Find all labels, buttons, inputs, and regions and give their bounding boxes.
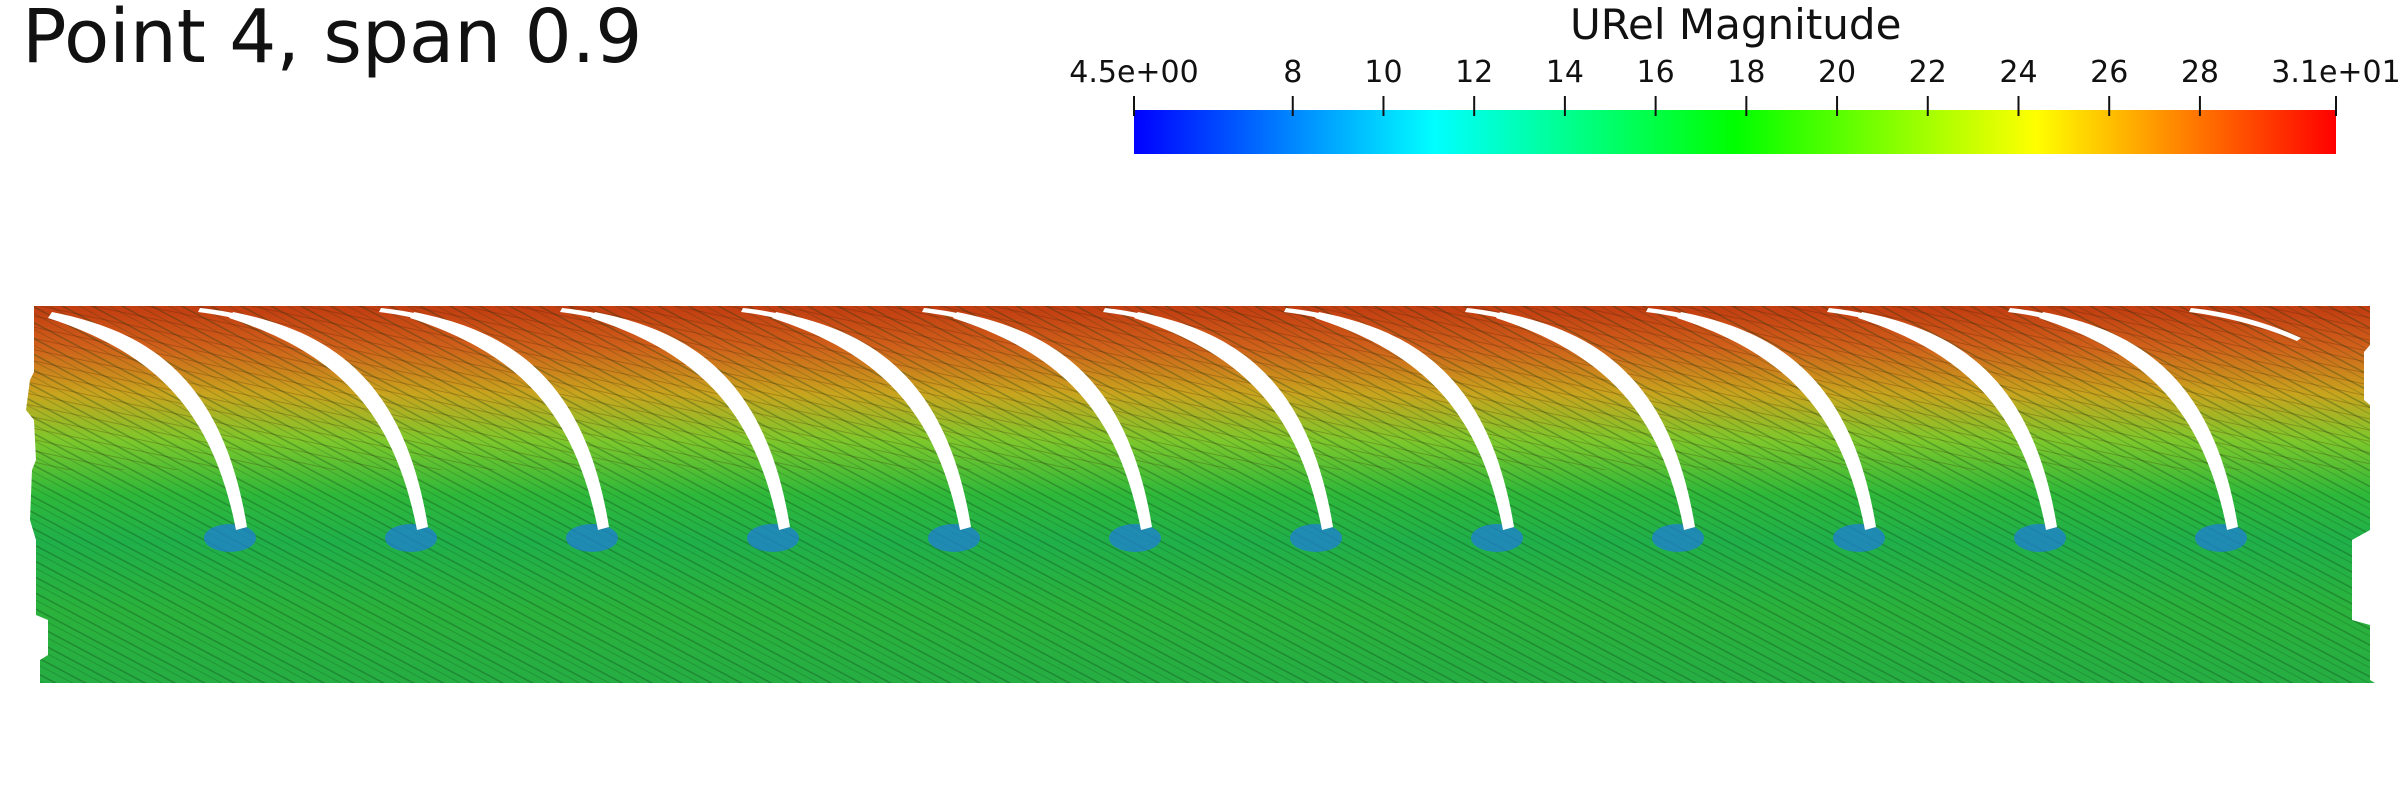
blade-gap xyxy=(1496,312,1695,530)
leading-edge-low-speed-zones xyxy=(204,524,2247,552)
leading-edge-zone xyxy=(747,524,799,552)
blade-tip-slit xyxy=(1465,308,1577,341)
colorbar-tick-label: 8 xyxy=(1283,55,1302,90)
blade-gap xyxy=(591,312,790,530)
blade-tip-slit xyxy=(741,308,853,341)
colorbar-ticks: 4.5e+00 8 10 12 14 16 18 20 22 24 26 28 3.1e+01 xyxy=(1069,55,2400,116)
colorbar-tick-label: 26 xyxy=(2090,55,2128,90)
leading-edge-zone xyxy=(385,524,437,552)
blade-tip-slit xyxy=(922,308,1034,341)
colorbar-tick-label: 3.1e+01 xyxy=(2271,55,2400,90)
blade-tip-slit xyxy=(2008,308,2120,341)
colorbar-tick-label: 28 xyxy=(2181,55,2219,90)
blade-tip-slit xyxy=(2189,308,2301,341)
colorbar-tick-label: 4.5e+00 xyxy=(1069,55,1198,90)
blade-gap xyxy=(1315,312,1514,530)
blade-gap xyxy=(1858,312,2057,530)
colorbar-tick-label: 12 xyxy=(1455,55,1493,90)
blade-gap xyxy=(953,312,1152,530)
blade-gap xyxy=(772,312,971,530)
colorbar-tick-label: 10 xyxy=(1364,55,1402,90)
colorbar: 4.5e+00 8 10 12 14 16 18 20 22 24 26 28 3.1e+01 xyxy=(1069,55,2400,154)
blade-gap xyxy=(2039,312,2238,530)
blade-tip-slit xyxy=(560,308,672,341)
colorbar-tick-label: 16 xyxy=(1637,55,1675,90)
blade-gaps xyxy=(48,308,2301,530)
colorbar-tick-label: 20 xyxy=(1818,55,1856,90)
leading-edge-zone xyxy=(2014,524,2066,552)
blade-gap xyxy=(229,312,428,530)
leading-edge-zone xyxy=(1833,524,1885,552)
leading-edge-zone xyxy=(1471,524,1523,552)
colorbar-tick-label: 14 xyxy=(1546,55,1584,90)
colorbar-tick-label: 22 xyxy=(1909,55,1947,90)
leading-edge-zone xyxy=(204,524,256,552)
leading-edge-zone xyxy=(1290,524,1342,552)
blade-gap xyxy=(1677,312,1876,530)
colorbar-title: URel Magnitude xyxy=(1570,0,1902,49)
colorbar-tick-label: 18 xyxy=(1727,55,1765,90)
blade-tip-slit xyxy=(1827,308,1939,341)
leading-edge-zone xyxy=(928,524,980,552)
page-title: Point 4, span 0.9 xyxy=(22,0,643,80)
blade-gap xyxy=(410,312,609,530)
blade-gap xyxy=(48,312,247,530)
blade-tip-slit xyxy=(379,308,491,341)
blade-gap xyxy=(1134,312,1333,530)
leading-edge-zone xyxy=(566,524,618,552)
leading-edge-zone xyxy=(2195,524,2247,552)
blade-tip-slit xyxy=(1103,308,1215,341)
colorbar-gradient xyxy=(1134,110,2336,154)
blade-tip-slit xyxy=(198,308,310,341)
blade-tip-slit xyxy=(1284,308,1396,341)
colorbar-tick-label: 24 xyxy=(1999,55,2037,90)
blade-tip-slit xyxy=(1646,308,1758,341)
leading-edge-zone xyxy=(1652,524,1704,552)
leading-edge-zone xyxy=(1109,524,1161,552)
